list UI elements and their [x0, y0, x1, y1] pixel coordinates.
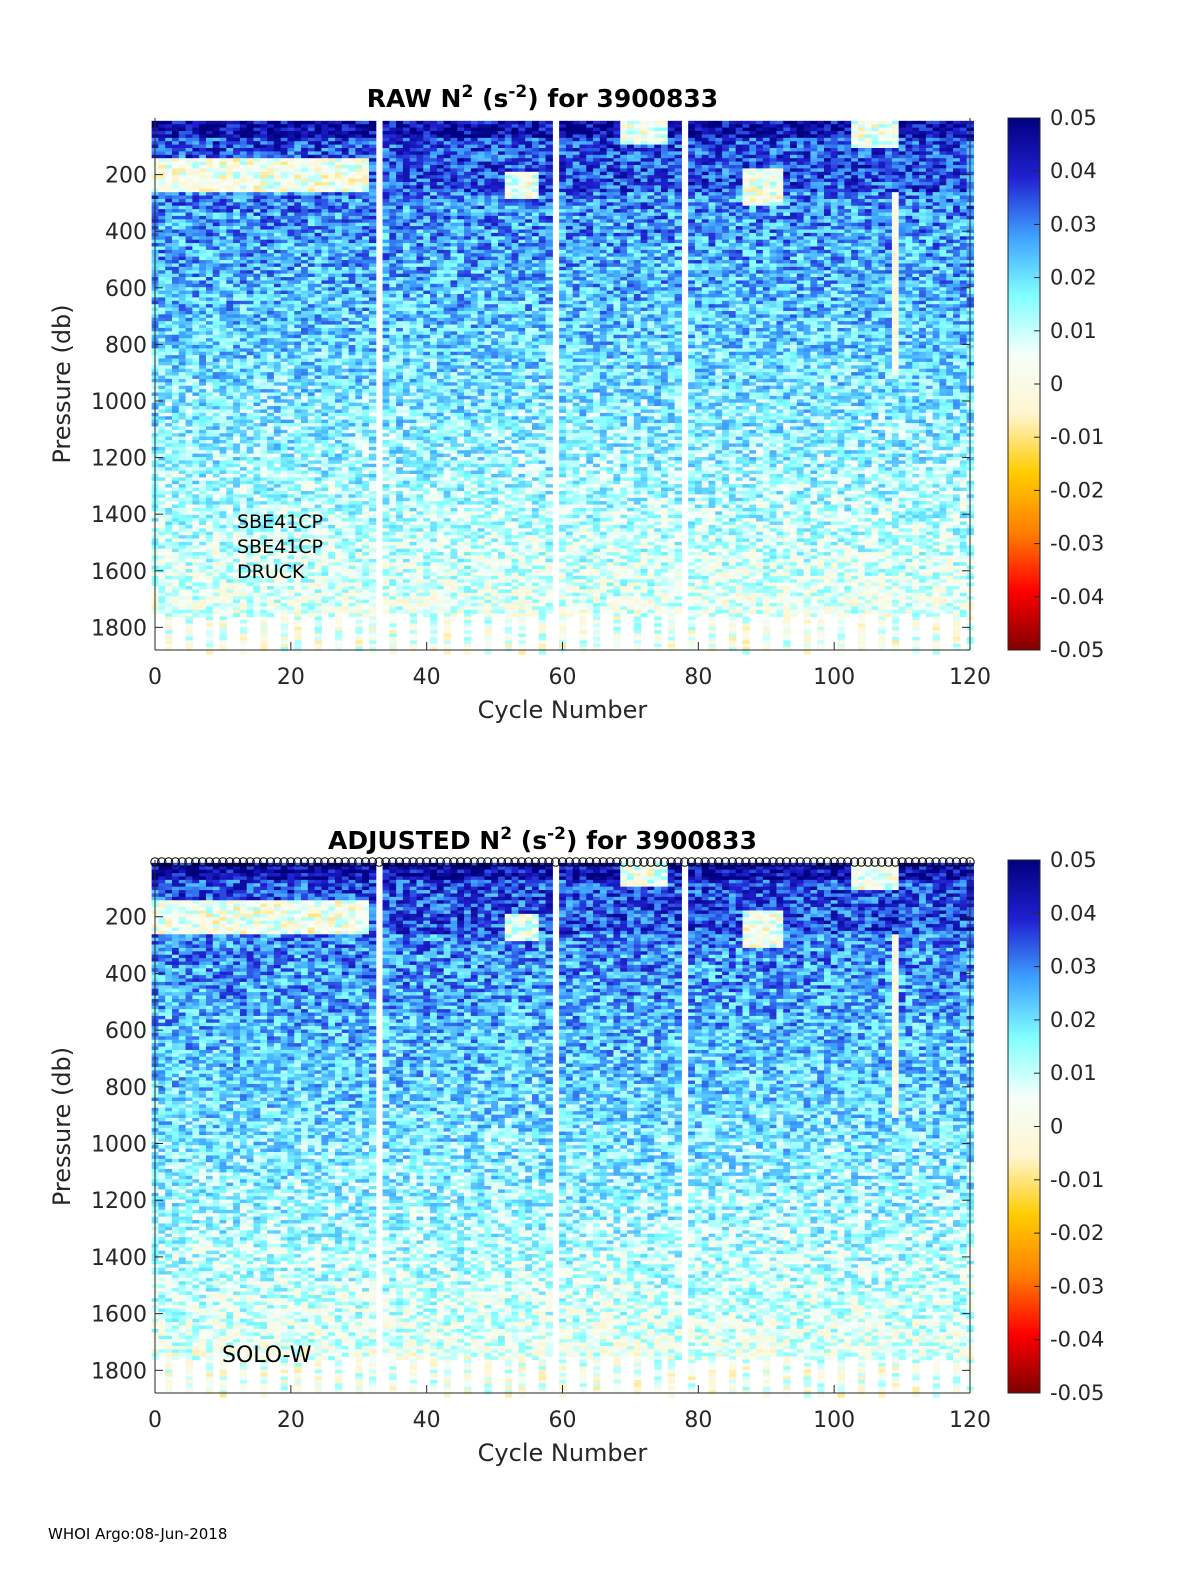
heatmap-cell [260, 647, 267, 651]
heatmap-cell [274, 610, 281, 614]
heatmap-cell [362, 613, 369, 617]
heatmap-cell [369, 651, 376, 655]
heatmap-cell [287, 610, 294, 614]
heatmap-cell [281, 647, 288, 651]
heatmap-cell [165, 647, 172, 651]
heatmap-cell [213, 610, 220, 614]
heatmap-cell [233, 613, 240, 617]
heatmap-cell [158, 610, 165, 614]
heatmap-cell [355, 647, 362, 651]
heatmap-cell [240, 651, 247, 655]
heatmap-cell [220, 647, 227, 651]
heatmap-cell [247, 613, 254, 617]
heatmap-cell [192, 613, 199, 617]
heatmap-cell [206, 651, 213, 655]
heatmap-cell [315, 647, 322, 651]
heatmap-cell [301, 610, 308, 614]
heatmap-cell [308, 613, 315, 617]
heatmap-cell [186, 647, 193, 651]
heatmap-cell [294, 651, 301, 655]
heatmap-cell [321, 610, 328, 614]
heatmap-cell [226, 613, 233, 617]
heatmap-cell [349, 613, 356, 617]
heatmap-cell [342, 610, 349, 614]
heatmap-cell [267, 613, 274, 617]
heatmap-cell [179, 613, 186, 617]
heatmap-cell [328, 613, 335, 617]
heatmap-cell [199, 613, 206, 617]
heatmap-cell [254, 613, 261, 617]
heatmap-cell [335, 647, 342, 651]
heatmap-cell [172, 613, 179, 617]
